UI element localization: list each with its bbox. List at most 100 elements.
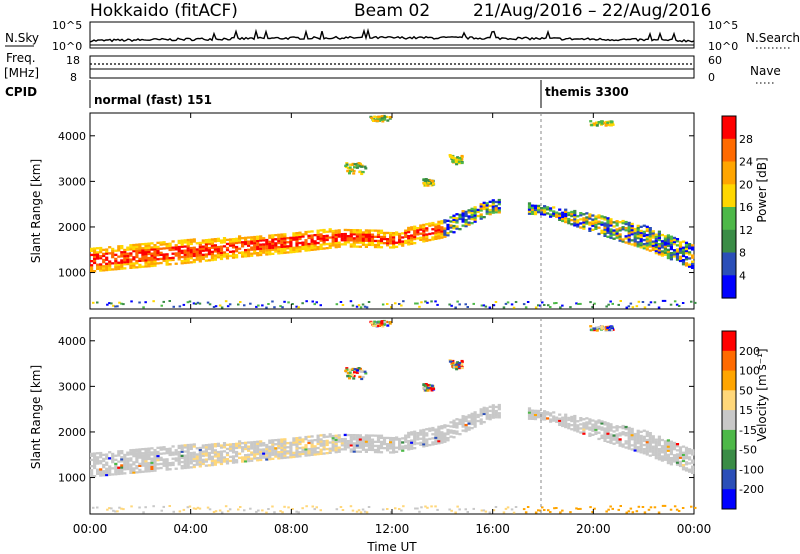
velocity-cell: [135, 456, 139, 460]
power-cell: [153, 250, 157, 253]
velocity-cell: [256, 446, 260, 450]
velocity-cell: [553, 507, 556, 510]
power-cell: [639, 240, 643, 243]
velocity-cell: [319, 442, 323, 445]
velocity-cell: [582, 432, 586, 435]
power-cell: [382, 231, 387, 235]
velocity-cell: [666, 439, 670, 442]
power-cell: [494, 301, 498, 303]
power-cell: [268, 244, 272, 248]
power-cell: [96, 263, 100, 266]
velocity-cell: [564, 413, 568, 416]
velocity-cell: [491, 408, 495, 411]
power-cell: [407, 230, 411, 234]
velocity-cell: [461, 423, 465, 426]
power-cell: [283, 247, 287, 250]
colorbar-swatch: [722, 429, 736, 451]
velocity-cell: [654, 457, 658, 460]
power-cell: [277, 248, 281, 251]
velocity-cell: [213, 455, 217, 458]
velocity-cell: [186, 443, 190, 447]
power-cell: [370, 116, 374, 119]
power-cell: [382, 235, 387, 239]
power-cell: [344, 164, 348, 167]
velocity-cell: [144, 456, 148, 459]
velocity-cell: [437, 442, 441, 445]
power-cell: [389, 240, 393, 243]
power-cell: [277, 233, 281, 236]
velocity-cell: [268, 451, 272, 455]
power-cell: [376, 235, 381, 238]
power-cell: [607, 303, 610, 306]
velocity-cell: [677, 510, 681, 512]
velocity-cell: [168, 451, 172, 454]
velocity-cell: [484, 510, 488, 513]
velocity-cell: [637, 505, 641, 508]
power-cell: [470, 222, 474, 225]
power-cell: [212, 306, 216, 308]
power-cell: [114, 249, 118, 252]
power-cell: [624, 222, 628, 226]
velocity-cell: [328, 451, 332, 454]
power-cell: [530, 204, 535, 207]
power-cell: [402, 300, 405, 303]
power-cell: [454, 158, 458, 161]
power-cell: [385, 115, 389, 119]
power-cell: [186, 245, 190, 248]
power-cell: [395, 241, 399, 244]
power-cell: [219, 247, 224, 250]
velocity-cell: [313, 447, 317, 450]
velocity-cell: [138, 448, 142, 451]
power-cell: [352, 233, 356, 236]
power-cell: [129, 258, 133, 261]
power-cell: [123, 257, 127, 260]
velocity-cell: [297, 511, 300, 514]
velocity-cell: [259, 450, 263, 453]
velocity-cell: [675, 449, 680, 452]
velocity-cell: [168, 468, 172, 471]
power-cell: [642, 238, 646, 242]
power-cell: [595, 121, 598, 124]
velocity-cell: [443, 438, 447, 441]
velocity-cell: [482, 410, 486, 414]
power-cell: [398, 303, 401, 305]
power-cell: [606, 229, 610, 232]
velocity-cell: [567, 425, 571, 428]
velocity-cell: [361, 436, 365, 439]
power-cell: [304, 230, 308, 234]
power-cell: [506, 301, 510, 304]
power-cell: [485, 210, 489, 213]
velocity-cell: [642, 437, 646, 441]
velocity-cell: [642, 435, 646, 438]
velocity-cell: [653, 506, 657, 509]
velocity-cell: [593, 327, 597, 330]
power-cell: [210, 246, 214, 249]
velocity-cell: [473, 417, 477, 420]
velocity-cell: [99, 470, 103, 473]
velocity-cell: [189, 456, 193, 459]
velocity-cell: [222, 444, 227, 447]
power-cell: [376, 231, 381, 234]
velocity-cell: [238, 452, 242, 455]
power-cell: [165, 259, 169, 262]
power-cell: [144, 261, 148, 264]
power-cell: [144, 259, 148, 262]
velocity-cell: [346, 371, 350, 375]
power-cell: [386, 242, 390, 245]
velocity-cell: [458, 420, 462, 423]
power-cell: [105, 252, 109, 255]
velocity-cell: [331, 439, 335, 442]
power-cell: [271, 242, 275, 245]
velocity-cell: [186, 464, 190, 467]
velocity-cell: [669, 446, 673, 449]
velocity-cell: [283, 452, 287, 455]
velocity-cell: [597, 419, 601, 422]
velocity-cell: [213, 445, 217, 448]
velocity-cell: [162, 460, 166, 463]
power-cell: [192, 238, 196, 241]
velocity-cell: [434, 430, 438, 433]
power-cell: [691, 248, 695, 251]
power-cell: [117, 245, 121, 248]
power-cell: [641, 301, 645, 303]
power-cell: [172, 305, 175, 308]
